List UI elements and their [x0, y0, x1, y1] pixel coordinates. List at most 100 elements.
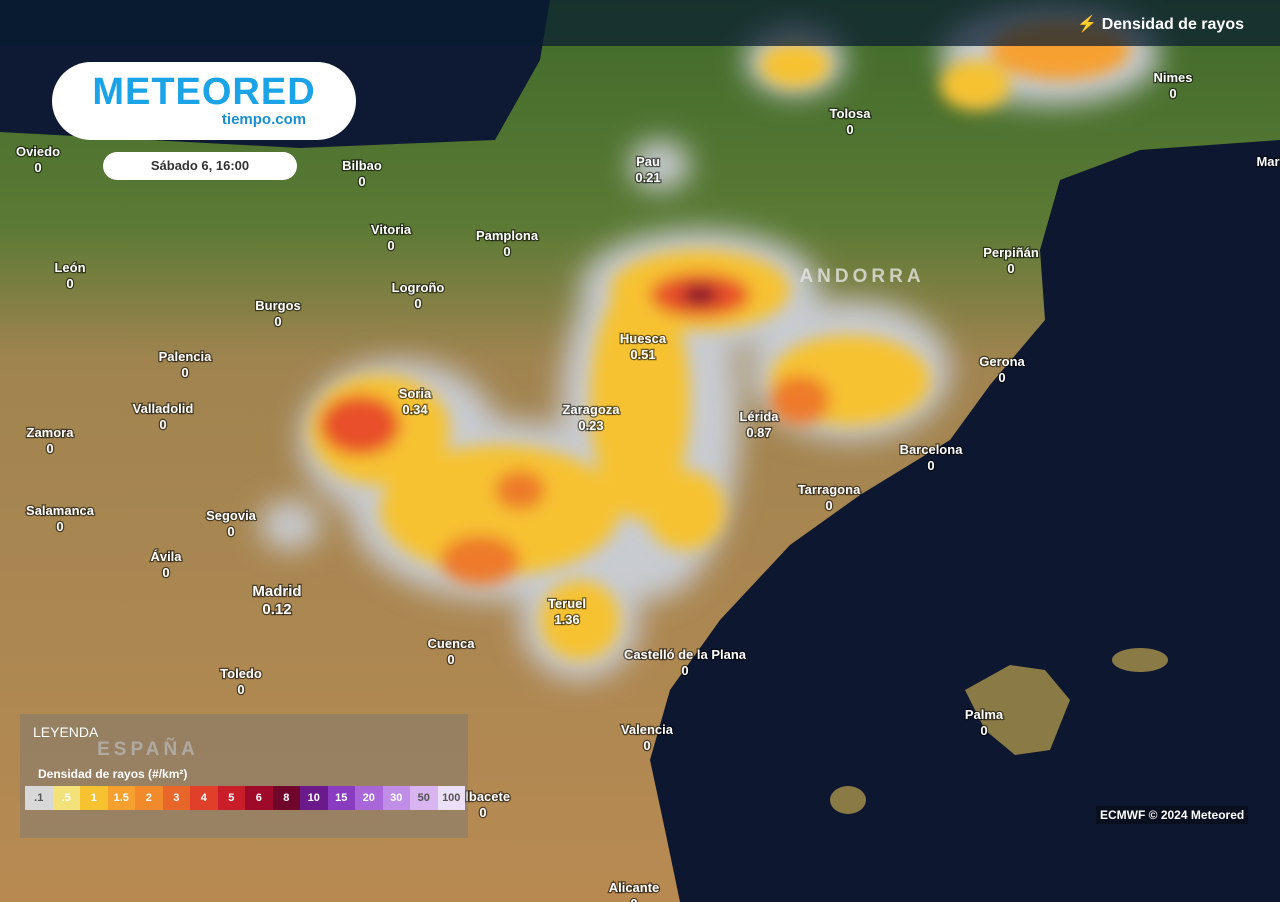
top-bar: ⚡ Densidad de rayos: [0, 0, 1280, 46]
city-value: 0.12: [262, 601, 291, 618]
city-name: Barcelona: [900, 442, 964, 457]
city-value: 1.36: [554, 612, 579, 627]
city-value: 0: [159, 417, 166, 432]
city-value: 0: [387, 238, 394, 253]
legend-step: 50: [410, 786, 438, 810]
city-name: Gerona: [979, 354, 1025, 369]
date-badge[interactable]: Sábado 6, 16:00: [103, 152, 297, 180]
legend-step: 3: [162, 786, 190, 810]
legend: LEYENDA Densidad de rayos (#/km²) .1.5 1 1…: [20, 714, 468, 838]
city-name: Tolosa: [830, 106, 872, 121]
city-name: Perpiñán: [983, 245, 1039, 260]
city-name: Tarragona: [798, 482, 861, 497]
city-value: 0.34: [402, 402, 428, 417]
city-name: Lérida: [739, 409, 779, 424]
city-name: Logroño: [392, 280, 445, 295]
city-value: 0: [227, 524, 234, 539]
city-value: 0.23: [578, 418, 603, 433]
city-value: 0: [503, 244, 510, 259]
city-name: Bilbao: [342, 158, 382, 173]
mediterranean: [650, 140, 1280, 902]
legend-step: 10: [300, 786, 328, 810]
city-value: 0: [34, 160, 41, 175]
city-name: Valencia: [621, 722, 674, 737]
legend-step: 6: [245, 786, 273, 810]
city-value: 0: [162, 565, 169, 580]
region-label: ANDORRA: [799, 266, 924, 287]
menorca: [1112, 648, 1168, 672]
city-value: 0: [825, 498, 832, 513]
city-name: Alicante: [609, 880, 660, 895]
city-value: 0: [181, 365, 188, 380]
legend-heading: LEYENDA: [33, 724, 99, 740]
city-value: 0: [681, 663, 688, 678]
storm-core: [310, 20, 1130, 660]
legend-step: 1.5: [107, 786, 135, 810]
brand: METEORED: [92, 71, 316, 113]
city-name: Zaragoza: [562, 402, 620, 417]
legend-step: .5: [52, 786, 80, 810]
city-name: Salamanca: [26, 503, 95, 518]
city-value: 0: [846, 122, 853, 137]
city-value: 0: [56, 519, 63, 534]
ibiza: [830, 786, 866, 814]
legend-step: 15: [327, 786, 355, 810]
legend-step: 1: [80, 786, 108, 810]
city-name: Teruel: [548, 596, 586, 611]
credit: ECMWF © 2024 Meteored: [1096, 806, 1249, 824]
city-name: Albacete: [456, 789, 510, 804]
city-name: Cuenca: [428, 636, 476, 651]
city-value: 0: [46, 441, 53, 456]
city-value: 0: [479, 805, 486, 820]
city-value: 0: [927, 458, 934, 473]
city-name: Oviedo: [16, 144, 60, 159]
city-value: 0: [998, 370, 1005, 385]
city-name: Madrid: [252, 583, 301, 600]
region-label: ESPAÑA: [97, 738, 199, 760]
city-name: León: [54, 260, 85, 275]
city-name: Palencia: [159, 349, 213, 364]
city-value: 0: [447, 652, 454, 667]
logo[interactable]: METEORED tiempo.com: [52, 62, 356, 140]
city-value: 0.51: [630, 347, 655, 362]
city-value: 0: [1169, 86, 1176, 101]
city-name: Zamora: [27, 425, 75, 440]
legend-scale: .1.5 1 1.5 2 3 4 5 6 8 10 15 20 30 50 100: [25, 786, 465, 810]
city-name: Pamplona: [476, 228, 539, 243]
city-value: 0: [630, 896, 637, 902]
layer-title[interactable]: ⚡ Densidad de rayos: [1077, 16, 1244, 33]
city-value: 0: [358, 174, 365, 189]
city-name: Toledo: [220, 666, 262, 681]
legend-step: 8: [272, 786, 300, 810]
city-name: Mar: [1256, 154, 1279, 169]
city-value: 0.87: [746, 425, 771, 440]
city-value: 0: [643, 738, 650, 753]
legend-step: 5: [217, 786, 245, 810]
city-name: Ávila: [150, 549, 182, 564]
city-value: 0: [1007, 261, 1014, 276]
city-name: Palma: [965, 707, 1004, 722]
city-name: Huesca: [620, 331, 667, 346]
city-value: 0: [414, 296, 421, 311]
city-value: 0: [237, 682, 244, 697]
layer-title-text: Densidad de rayos: [1101, 16, 1244, 33]
mallorca: [965, 665, 1070, 755]
city-name: Nimes: [1153, 70, 1192, 85]
legend-step: .1: [25, 786, 53, 810]
city-name: Soria: [399, 386, 432, 401]
legend-step: 2: [135, 786, 163, 810]
legend-step: 20: [355, 786, 383, 810]
city-value: 0: [66, 276, 73, 291]
legend-step: 4: [190, 786, 218, 810]
site: tiempo.com: [221, 111, 307, 128]
city-name: Vitoria: [371, 222, 412, 237]
city-value: 0: [980, 723, 987, 738]
city-value: 0: [274, 314, 281, 329]
legend-title: Densidad de rayos (#/km²): [38, 767, 188, 781]
legend-step: 30: [382, 786, 410, 810]
city-name: Burgos: [255, 298, 301, 313]
city-name: Valladolid: [133, 401, 194, 416]
